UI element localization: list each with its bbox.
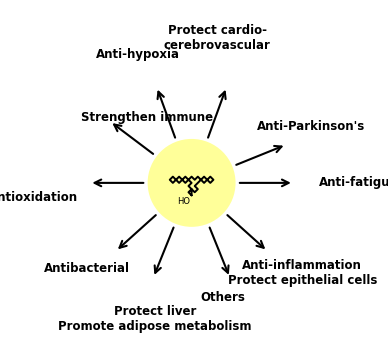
Text: Protect liver
Promote adipose metabolism: Protect liver Promote adipose metabolism [58, 305, 251, 333]
Circle shape [147, 139, 236, 227]
Text: Anti-hypoxia: Anti-hypoxia [96, 48, 180, 61]
Text: Antioxidation: Antioxidation [0, 191, 78, 203]
Text: Others: Others [200, 291, 245, 304]
Text: HO: HO [177, 196, 190, 206]
Text: Antibacterial: Antibacterial [43, 262, 130, 275]
Text: Protect cardio-
cerebrovascular: Protect cardio- cerebrovascular [164, 24, 270, 52]
Text: Anti-fatigue: Anti-fatigue [319, 176, 388, 189]
Text: Strengthen immune: Strengthen immune [81, 111, 213, 124]
Text: Anti-inflammation
Protect epithelial cells: Anti-inflammation Protect epithelial cel… [227, 260, 377, 287]
Text: Anti-Parkinson's: Anti-Parkinson's [256, 120, 365, 133]
